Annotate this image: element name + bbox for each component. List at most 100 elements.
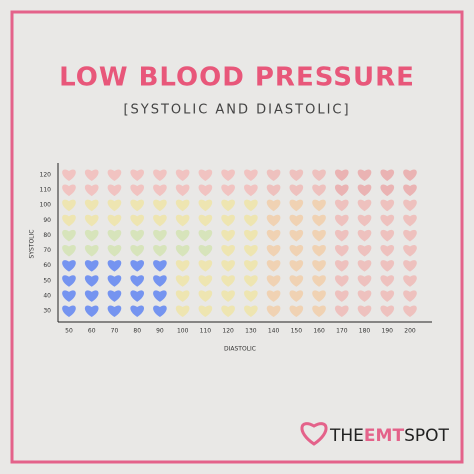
heart [153,169,167,181]
heart [380,275,395,287]
heart [153,184,167,197]
heart [357,305,372,317]
heart [266,199,281,212]
heart [153,305,167,317]
heart [175,305,190,317]
heart [221,305,235,317]
heart [357,229,372,242]
x-tick-label: 100 [177,328,189,335]
heart [175,275,190,287]
heart [289,214,304,227]
heart [334,169,349,181]
heart [312,290,326,302]
heart [175,290,190,302]
heart [62,260,76,272]
heart [107,214,122,227]
heart [221,214,235,227]
heart [312,184,326,197]
heart [107,305,122,317]
heart [312,275,326,287]
heart [62,275,76,287]
heart [289,260,304,272]
chart-subtitle: [SYSTOLIC AND DIASTOLIC] [123,103,350,118]
heart [244,229,258,242]
logo-text: THEEMTSPOT [329,426,449,446]
heart [357,275,372,287]
x-tick-label: 170 [336,328,348,335]
y-tick-label: 110 [40,187,52,194]
heart [130,275,145,287]
x-tick-label: 50 [65,328,73,335]
heart [380,214,395,227]
heart [244,169,258,181]
heart [357,169,372,181]
heart [198,169,213,181]
x-axis-label: DIASTOLIC [224,346,256,353]
heart [357,184,372,197]
heart [357,260,372,272]
heart [266,214,281,227]
heart [380,290,395,302]
heart [221,229,235,242]
heart [130,199,145,212]
heart [175,229,190,242]
heart [153,244,167,257]
heart [380,244,395,257]
heart [198,229,213,242]
heart [130,305,145,317]
heart [266,184,281,197]
heart [266,275,281,287]
x-tick-label: 110 [200,328,212,335]
heart [221,184,235,197]
heart [130,260,145,272]
x-tick-label: 70 [111,328,119,335]
heart [62,214,76,227]
heart [84,305,99,317]
heart [62,305,76,317]
heart [334,290,349,302]
x-tick-label: 140 [268,328,280,335]
heart [175,199,190,212]
heart [198,184,213,197]
heart [403,229,417,242]
x-tick-label: 150 [291,328,303,335]
heart [312,169,326,181]
heart [107,169,122,181]
heart [289,244,304,257]
heart [130,244,145,257]
heart [334,244,349,257]
logo-brand: EMT [364,426,405,446]
heart [153,199,167,212]
heart [403,199,417,212]
heart [84,260,99,272]
heart [312,199,326,212]
heart [244,305,258,317]
heart [221,199,235,212]
x-tick-label: 120 [222,328,234,335]
heart [334,305,349,317]
heart [380,229,395,242]
heart [289,275,304,287]
heart [244,275,258,287]
heart [84,229,99,242]
heart [312,214,326,227]
x-tick-label: 80 [133,328,141,335]
heart [403,290,417,302]
heart [107,199,122,212]
heart [62,199,76,212]
heart [221,290,235,302]
heart [62,290,76,302]
heart [130,184,145,197]
heart [380,184,395,197]
heart [312,244,326,257]
heart [357,199,372,212]
heart [130,290,145,302]
heart [357,290,372,302]
frame [10,10,464,464]
heart [175,260,190,272]
heart [289,184,304,197]
heart [153,260,167,272]
heart [84,275,99,287]
heart [175,169,190,181]
